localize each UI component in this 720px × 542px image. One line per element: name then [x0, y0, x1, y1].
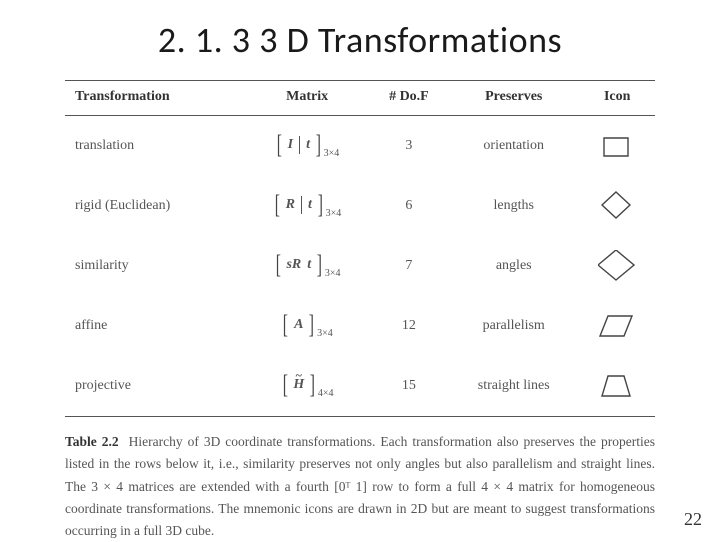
table-row: similarity[sRt]3×47angles — [65, 236, 655, 296]
cell-dof: 7 — [370, 236, 448, 296]
parallelogram-icon — [598, 310, 636, 342]
cell-dof: 15 — [370, 356, 448, 417]
slide: 2. 1. 3 3 D Transformations Transformati… — [0, 0, 720, 540]
col-dof: # Do.F — [370, 81, 448, 116]
cell-matrix: [Rt]3×4 — [245, 176, 370, 236]
cell-icon — [579, 116, 655, 177]
cell-preserves: orientation — [448, 116, 579, 177]
cell-transformation: affine — [65, 296, 245, 356]
table-header-row: Transformation Matrix # Do.F Preserves I… — [65, 81, 655, 116]
caption-text: Hierarchy of 3D coordinate transformatio… — [65, 434, 655, 538]
cell-matrix: [It]3×4 — [245, 116, 370, 177]
col-matrix: Matrix — [245, 81, 370, 116]
cell-transformation: projective — [65, 356, 245, 417]
caption-label: Table 2.2 — [65, 434, 119, 449]
cell-icon — [579, 176, 655, 236]
col-preserves: Preserves — [448, 81, 579, 116]
col-transformation: Transformation — [65, 81, 245, 116]
table-caption: Table 2.2 Hierarchy of 3D coordinate tra… — [65, 431, 655, 542]
cell-icon — [579, 236, 655, 296]
cell-matrix: [sRt]3×4 — [245, 236, 370, 296]
table-row: translation[It]3×43orientation — [65, 116, 655, 177]
cell-dof: 12 — [370, 296, 448, 356]
cell-preserves: straight lines — [448, 356, 579, 417]
diamond-big-icon — [598, 250, 636, 282]
square-icon — [598, 130, 636, 162]
cell-icon — [579, 296, 655, 356]
table-row: projective[~H]4×415straight lines — [65, 356, 655, 417]
cell-preserves: angles — [448, 236, 579, 296]
cell-icon — [579, 356, 655, 417]
cell-matrix: [A]3×4 — [245, 296, 370, 356]
cell-preserves: parallelism — [448, 296, 579, 356]
page-number: 22 — [684, 509, 702, 530]
cell-transformation: translation — [65, 116, 245, 177]
slide-title: 2. 1. 3 3 D Transformations — [40, 18, 680, 62]
transformations-table-container: Transformation Matrix # Do.F Preserves I… — [65, 80, 655, 542]
cell-dof: 6 — [370, 176, 448, 236]
cell-matrix: [~H]4×4 — [245, 356, 370, 417]
col-icon: Icon — [579, 81, 655, 116]
diamond-icon — [598, 190, 636, 222]
cell-transformation: rigid (Euclidean) — [65, 176, 245, 236]
trapezoid-icon — [598, 370, 636, 402]
transformations-table: Transformation Matrix # Do.F Preserves I… — [65, 80, 655, 417]
table-row: rigid (Euclidean)[Rt]3×46lengths — [65, 176, 655, 236]
cell-dof: 3 — [370, 116, 448, 177]
table-row: affine[A]3×412parallelism — [65, 296, 655, 356]
cell-preserves: lengths — [448, 176, 579, 236]
cell-transformation: similarity — [65, 236, 245, 296]
